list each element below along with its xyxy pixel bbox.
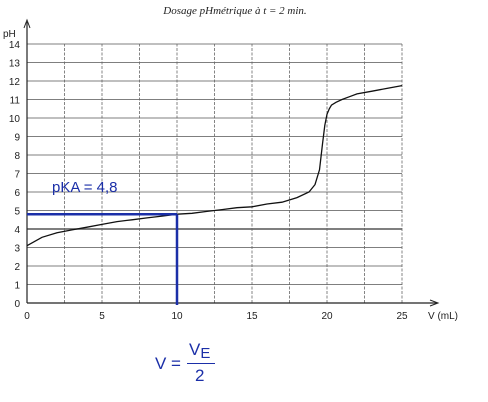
y-tick-10: 10	[9, 114, 21, 125]
fraction-bar	[187, 363, 215, 364]
series-line-0	[26, 84, 403, 247]
half-equivalence-formula: V = VE 2	[155, 340, 255, 390]
x-axis-label: V (mL)	[428, 311, 458, 322]
y-tick-8: 8	[14, 151, 20, 162]
chart-title: Dosage pHmétrique à t = 2 min.	[162, 5, 306, 17]
formula-numerator: VE	[189, 340, 211, 362]
x-tick-0: 0	[24, 311, 30, 322]
x-tick-15: 15	[246, 311, 258, 322]
y-tick-4: 4	[14, 225, 20, 236]
titration-curve	[26, 84, 403, 247]
formula-numerator-v: V	[189, 340, 201, 359]
formula-numerator-sub: E	[200, 345, 211, 362]
formula-denominator: 2	[195, 366, 205, 385]
x-tick-20: 20	[321, 311, 333, 322]
y-tick-14: 14	[9, 40, 21, 51]
y-tick-5: 5	[14, 207, 20, 218]
x-tick-10: 10	[171, 311, 183, 322]
grid	[26, 43, 403, 304]
x-axis-arrow	[429, 299, 440, 307]
y-tick-11: 11	[10, 96, 21, 107]
y-tick-7: 7	[14, 170, 20, 181]
y-axis-arrow	[23, 18, 31, 29]
y-tick-12: 12	[9, 77, 21, 88]
x-tick-5: 5	[99, 311, 105, 322]
y-tick-1: 1	[14, 281, 20, 292]
pka-annotation: pKA = 4,8	[27, 179, 179, 305]
y-axis-label: pH	[3, 29, 16, 40]
pka-label: pKA = 4,8	[52, 179, 117, 196]
y-tick-9: 9	[14, 133, 20, 144]
formula-lhs: V =	[155, 354, 181, 373]
x-tick-25: 25	[396, 311, 408, 322]
y-tick-6: 6	[14, 188, 20, 199]
y-tick-13: 13	[9, 59, 21, 70]
y-tick-3: 3	[14, 244, 20, 255]
y-tick-2: 2	[14, 262, 20, 273]
y-tick-0: 0	[14, 299, 20, 310]
axes	[23, 18, 440, 307]
